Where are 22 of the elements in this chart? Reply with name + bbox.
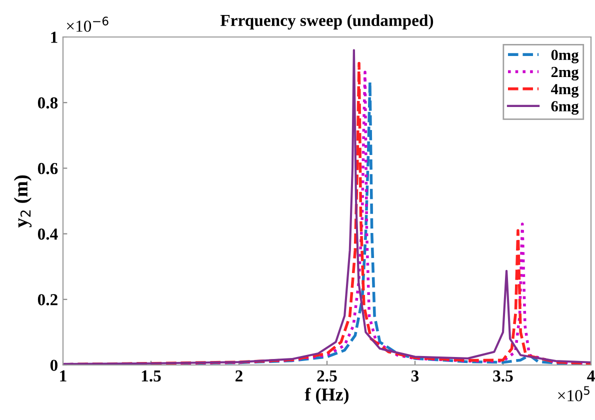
legend-label: 4mg — [550, 84, 579, 98]
legend-label: 6mg — [551, 101, 579, 115]
y-axis-title: y$_{2}$ (m) — [14, 175, 32, 228]
text: ×10$^{5}$ — [558, 386, 590, 402]
x-tick-label: 2.5 — [317, 370, 337, 382]
text: ×10$^{−6}$ — [66, 16, 108, 32]
x-axis-title: f (Hz) — [304, 388, 349, 404]
x-tick-label: 1 — [60, 370, 66, 382]
chart-title: Frrquency sweep (undamped) — [220, 14, 434, 30]
y-tick-label: 0.6 — [38, 162, 58, 174]
x-tick-label: 3.5 — [493, 370, 513, 382]
y-tick-label: 0.4 — [38, 228, 58, 240]
y-tick-label: 0 — [50, 360, 58, 371]
y-tick-label: 0.2 — [38, 294, 58, 306]
x-tick-label: 2 — [236, 370, 242, 382]
legend-label: 2mg — [551, 66, 579, 80]
x-tick-label: 4 — [587, 370, 595, 382]
y-tick-label: 1 — [51, 32, 58, 43]
x-tick-label: 1.5 — [142, 370, 161, 382]
legend-label: 0mg — [551, 50, 579, 64]
x-tick-label: 3 — [411, 370, 419, 382]
y-tick-label: 0.8 — [38, 97, 58, 109]
